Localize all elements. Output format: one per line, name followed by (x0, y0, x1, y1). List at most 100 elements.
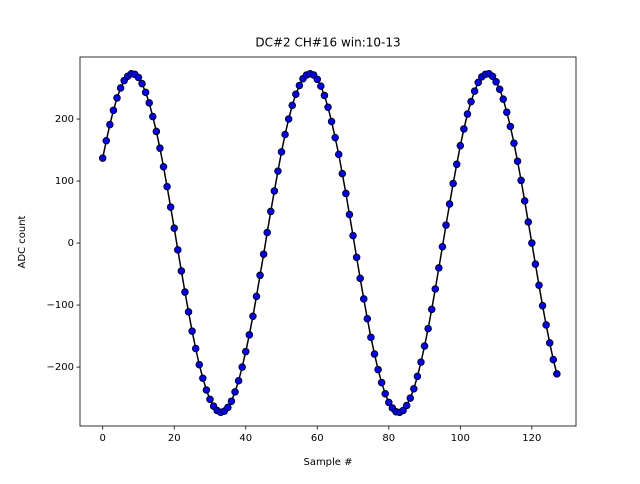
data-point (467, 97, 475, 106)
data-point (163, 182, 171, 191)
data-point (327, 117, 336, 126)
data-point (267, 207, 275, 216)
data-point (363, 314, 372, 323)
data-point (463, 110, 472, 118)
data-point (170, 224, 178, 232)
data-point (528, 239, 536, 247)
data-point (545, 339, 554, 347)
data-point (288, 101, 296, 110)
data-point (381, 390, 389, 398)
data-point (106, 120, 114, 129)
y-tick-label: 200 (55, 114, 74, 125)
data-point (420, 342, 429, 350)
data-point (152, 127, 161, 136)
data-point (506, 122, 515, 131)
data-point (181, 288, 189, 296)
data-point (249, 312, 257, 320)
data-point (145, 99, 153, 107)
data-point (445, 200, 454, 208)
data-point (116, 84, 125, 92)
data-point (324, 103, 332, 111)
data-point (195, 360, 204, 369)
data-point (238, 363, 246, 371)
data-point (452, 160, 461, 169)
data-point (156, 144, 164, 152)
data-point (370, 350, 379, 358)
data-point (334, 150, 343, 159)
data-point (174, 246, 182, 254)
data-point (385, 398, 393, 407)
data-point (470, 87, 479, 95)
data-point (177, 267, 186, 275)
data-point (292, 90, 300, 98)
data-point (352, 253, 361, 262)
y-tick-label: −100 (47, 300, 74, 311)
data-point (377, 378, 386, 387)
data-point (535, 281, 543, 289)
data-point (98, 154, 107, 162)
data-point (356, 274, 364, 283)
data-point (331, 133, 339, 142)
data-point (199, 374, 207, 382)
data-point (524, 218, 533, 226)
data-point (435, 264, 443, 272)
data-point (295, 81, 304, 90)
data-point (367, 333, 375, 342)
data-point (313, 75, 322, 84)
data-point (474, 78, 482, 87)
data-point (410, 385, 418, 393)
data-point (338, 169, 347, 178)
data-point (149, 112, 157, 121)
data-point (134, 73, 143, 82)
data-point (138, 79, 146, 88)
data-point (495, 85, 504, 93)
x-tick-label: 0 (100, 433, 106, 444)
x-tick-label: 60 (311, 433, 324, 444)
data-point (202, 386, 211, 394)
data-point (166, 203, 175, 211)
x-tick-label: 40 (239, 433, 252, 444)
data-point (513, 157, 522, 165)
x-axis-label: Sample # (303, 457, 352, 468)
data-point (284, 115, 293, 123)
data-point (438, 243, 447, 251)
y-tick-label: 100 (55, 176, 74, 187)
data-point (242, 347, 250, 356)
x-tick-label: 100 (451, 433, 470, 444)
chart-title: DC#2 CH#16 win:10-13 (255, 36, 400, 50)
data-point (510, 139, 518, 147)
data-point (520, 197, 529, 205)
data-point (206, 395, 214, 404)
data-point (460, 125, 468, 133)
data-point (259, 250, 268, 258)
data-point (456, 141, 465, 150)
data-point (345, 210, 354, 219)
data-point (231, 388, 239, 396)
data-point (113, 94, 121, 102)
data-point (427, 305, 436, 314)
data-point (317, 82, 325, 90)
y-tick-label: −200 (47, 362, 74, 373)
x-tick-label: 120 (522, 433, 541, 444)
data-point (277, 148, 286, 156)
data-point (245, 331, 254, 339)
data-point (488, 72, 497, 80)
data-point (159, 163, 168, 171)
data-point (109, 106, 118, 115)
data-point (184, 308, 193, 316)
data-point (374, 365, 382, 374)
data-point (342, 189, 350, 198)
data-point (431, 285, 440, 293)
data-point (360, 295, 368, 303)
data-point (402, 401, 411, 410)
data-point (499, 95, 507, 103)
data-point (349, 231, 357, 240)
data-point (252, 292, 261, 301)
data-point (413, 372, 422, 381)
data-point (270, 187, 279, 195)
data-point (492, 78, 500, 86)
data-point (553, 370, 561, 378)
x-tick-label: 80 (382, 433, 395, 444)
data-point (549, 355, 558, 364)
data-point (281, 130, 289, 139)
